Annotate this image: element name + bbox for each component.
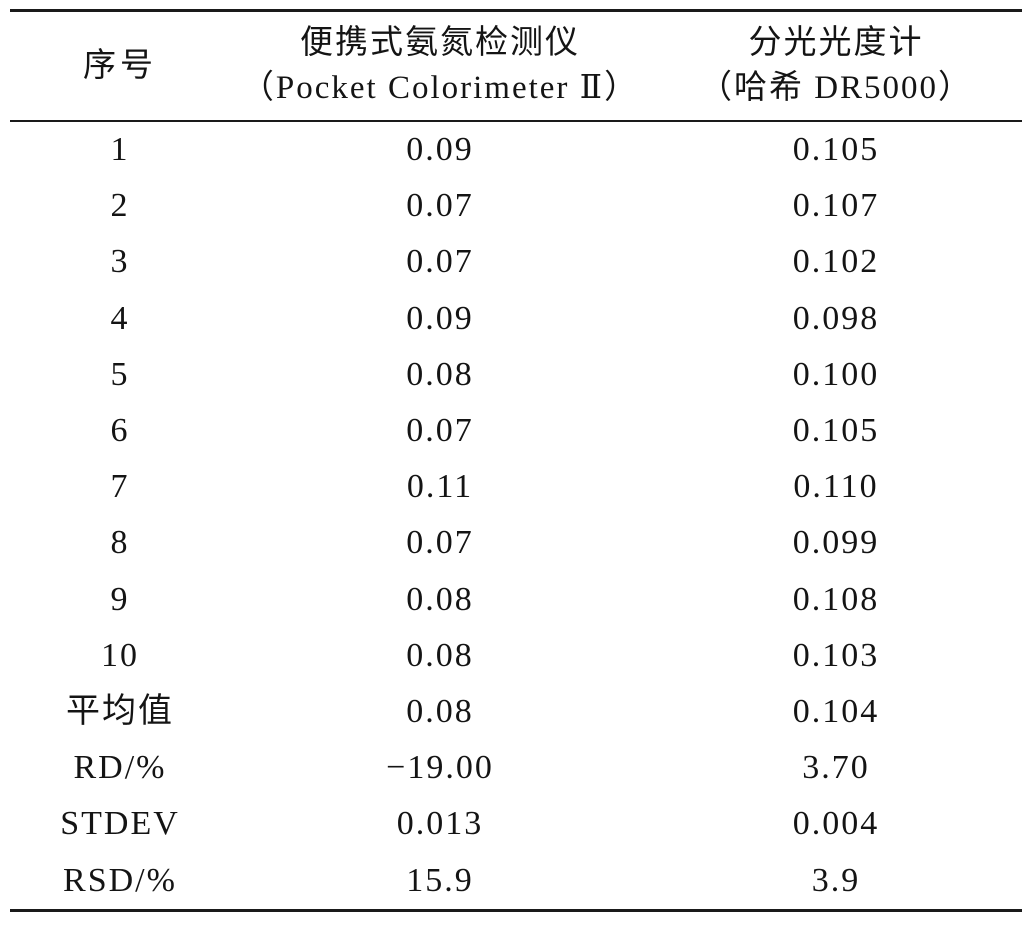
portable-value: −19.00 (386, 749, 494, 787)
header-spectro-name: 分光光度计 (748, 25, 924, 61)
row-label: STDEV (60, 805, 180, 843)
table-row-mean: 平均值 0.08 0.104 (10, 684, 1022, 740)
spectro-value: 0.108 (792, 580, 880, 618)
spectro-value: 0.103 (792, 636, 880, 674)
table-body: 1 0.09 0.105 2 0.07 0.107 3 0.07 0.102 4… (10, 122, 1022, 909)
spectro-value: 0.105 (792, 412, 880, 450)
row-label: 1 (110, 131, 130, 169)
table-row-rsd: RSD/% 15.9 3.9 (10, 852, 1022, 908)
spectro-value: 0.105 (792, 131, 880, 169)
table-row: 4 0.09 0.098 (10, 291, 1022, 347)
row-label: 2 (110, 187, 130, 225)
row-label: 3 (110, 243, 130, 281)
spectro-value: 0.102 (792, 243, 880, 281)
spectro-value: 3.70 (802, 749, 870, 787)
portable-value: 15.9 (406, 861, 474, 899)
header-spectro-cell: 分光光度计 （哈希 DR5000） (650, 12, 1022, 120)
portable-value: 0.08 (406, 580, 474, 618)
row-label: 6 (110, 412, 130, 450)
row-label: RSD/% (63, 861, 177, 899)
portable-value: 0.08 (406, 692, 474, 730)
spectro-value: 0.004 (792, 805, 880, 843)
row-label: 7 (110, 468, 130, 506)
row-label: 8 (110, 524, 130, 562)
header-portable-model: （Pocket Colorimeter Ⅱ） (240, 70, 640, 106)
portable-value: 0.07 (406, 243, 474, 281)
row-label: 4 (110, 299, 130, 337)
spectro-value: 0.110 (793, 468, 879, 506)
header-rule (10, 120, 1022, 122)
header-index-cell: 序号 (10, 12, 230, 120)
portable-value: 0.09 (406, 131, 474, 169)
portable-value: 0.08 (406, 355, 474, 393)
table-row: 5 0.08 0.100 (10, 347, 1022, 403)
spectro-value: 0.099 (792, 524, 880, 562)
portable-value: 0.09 (406, 299, 474, 337)
portable-value: 0.07 (406, 524, 474, 562)
portable-value: 0.07 (406, 412, 474, 450)
table-row-rd: RD/% −19.00 3.70 (10, 740, 1022, 796)
portable-value: 0.013 (396, 805, 484, 843)
table-row: 1 0.09 0.105 (10, 122, 1022, 178)
header-portable-name: 便携式氨氮检测仪 (300, 25, 580, 61)
table-row: 2 0.07 0.107 (10, 178, 1022, 234)
header-index-label: 序号 (83, 47, 157, 84)
spectro-value: 0.098 (792, 299, 880, 337)
row-label: RD/% (73, 749, 167, 787)
header-portable-cell: 便携式氨氮检测仪 （Pocket Colorimeter Ⅱ） (230, 12, 650, 120)
table-row: 3 0.07 0.102 (10, 234, 1022, 290)
portable-value: 0.08 (406, 636, 474, 674)
bottom-rule (10, 909, 1022, 912)
table-row: 9 0.08 0.108 (10, 572, 1022, 628)
table-row-stdev: STDEV 0.013 0.004 (10, 796, 1022, 852)
row-label: 9 (110, 580, 130, 618)
table-header: 序号 便携式氨氮检测仪 （Pocket Colorimeter Ⅱ） 分光光度计… (10, 12, 1022, 120)
spectro-value: 0.100 (792, 355, 880, 393)
portable-value: 0.07 (406, 187, 474, 225)
spectro-value: 3.9 (811, 861, 861, 899)
table-row: 10 0.08 0.103 (10, 628, 1022, 684)
portable-value: 0.11 (406, 468, 474, 506)
row-label: 平均值 (66, 692, 174, 730)
row-label: 10 (101, 636, 139, 674)
spectro-value: 0.104 (792, 692, 880, 730)
table-row: 7 0.11 0.110 (10, 459, 1022, 515)
table-row: 8 0.07 0.099 (10, 515, 1022, 571)
top-rule (10, 9, 1022, 12)
header-spectro-model: （哈希 DR5000） (698, 70, 974, 106)
row-label: 5 (110, 355, 130, 393)
table-row: 6 0.07 0.105 (10, 403, 1022, 459)
spectro-value: 0.107 (792, 187, 880, 225)
